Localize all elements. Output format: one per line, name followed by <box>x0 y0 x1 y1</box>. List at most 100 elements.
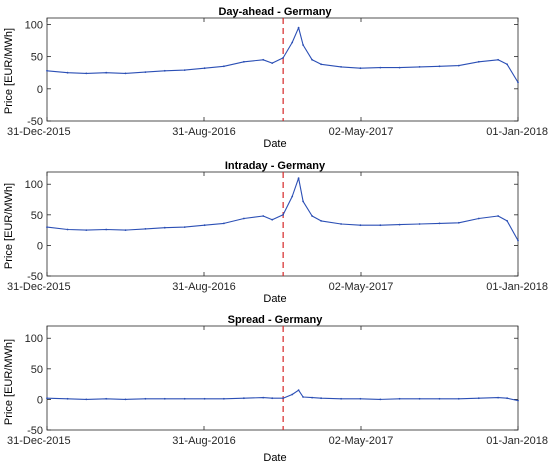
data-point <box>183 397 186 400</box>
data-point <box>311 215 313 217</box>
data-point <box>517 239 519 242</box>
data-point <box>506 63 508 66</box>
data-point <box>497 396 499 399</box>
x-axis-label: Date <box>263 138 286 150</box>
plot-area: -50 0 50 100 31-Dec-2015 31-Aug-2016 02-May-20… <box>7 325 548 447</box>
panel-intraday: Intraday - Germany -50 0 50 100 31-Dec-2015 3… <box>3 160 548 305</box>
data-point <box>497 58 499 61</box>
x-tick-label: 31-Dec-2015 <box>7 126 71 138</box>
axes-frame <box>46 17 519 122</box>
data-point <box>359 67 362 70</box>
y-tick-label: 50 <box>31 210 43 222</box>
data-point <box>282 57 284 59</box>
data-point <box>340 223 342 225</box>
data-point <box>282 397 284 400</box>
axes-frame <box>46 325 519 431</box>
data-point <box>124 229 127 232</box>
data-point <box>243 60 245 63</box>
data-point <box>85 398 88 401</box>
data-point <box>291 41 294 44</box>
data-point <box>302 200 304 203</box>
data-point <box>262 58 265 61</box>
data-point <box>291 393 294 396</box>
data-point <box>66 71 69 74</box>
data-point <box>311 396 313 399</box>
data-point <box>291 195 294 198</box>
y-axis-label: Price [EUR/MWh] <box>3 28 15 114</box>
data-point <box>203 67 206 70</box>
x-tick-label: 02-May-2017 <box>329 435 394 447</box>
data-point <box>46 69 48 72</box>
data-point <box>340 397 342 400</box>
y-axis-label: Price [EUR/MWh] <box>3 183 15 269</box>
data-point <box>297 177 300 180</box>
x-tick-label: 02-May-2017 <box>329 281 394 293</box>
data-point <box>262 215 265 217</box>
data-point <box>105 71 108 74</box>
data-point <box>311 58 313 61</box>
data-point <box>183 226 186 229</box>
y-tick-label: -50 <box>27 425 43 437</box>
data-point <box>124 398 127 401</box>
y-tick-label: 0 <box>37 240 43 252</box>
y-tick-label: 100 <box>25 333 43 345</box>
data-point <box>163 397 166 400</box>
data-point <box>457 64 460 67</box>
data-point <box>457 397 460 400</box>
data-point <box>497 215 499 217</box>
data-point <box>517 399 519 402</box>
data-point <box>243 397 245 400</box>
x-tick-label: 31-Dec-2015 <box>7 435 71 447</box>
data-point <box>398 397 401 400</box>
x-tick-label: 31-Dec-2015 <box>7 281 71 293</box>
data-point <box>85 229 88 232</box>
data-point <box>271 62 274 64</box>
y-tick-label: 0 <box>37 394 43 406</box>
y-axis-label: Price [EUR/MWh] <box>3 339 15 425</box>
data-point <box>243 217 245 220</box>
data-point <box>66 228 69 231</box>
data-point <box>262 396 265 399</box>
data-point <box>418 66 421 68</box>
plot-area: -50 0 50 100 31-Dec-2015 31-Aug-2016 02-May-20… <box>7 171 548 293</box>
chart-title: Intraday - Germany <box>225 160 326 172</box>
data-point <box>438 65 441 68</box>
data-point <box>438 222 441 225</box>
data-point <box>340 66 342 68</box>
data-point <box>506 220 508 222</box>
data-point <box>477 397 480 400</box>
y-tick-label: -50 <box>27 116 43 128</box>
data-point <box>105 397 108 400</box>
x-tick-label: 02-May-2017 <box>329 126 394 138</box>
data-point <box>457 221 460 224</box>
data-point <box>105 228 108 231</box>
x-tick-label: 31-Aug-2016 <box>172 435 236 447</box>
data-point <box>320 397 322 400</box>
y-tick-label: 50 <box>31 52 43 64</box>
data-point <box>359 397 362 400</box>
data-point <box>398 223 401 226</box>
data-point <box>302 396 304 398</box>
panel-day-ahead: Day-ahead - Germany -50 0 50 100 31-Dec-2015… <box>3 6 548 150</box>
y-tick-label: 100 <box>25 19 43 31</box>
data-point <box>163 69 166 72</box>
data-point <box>398 66 401 69</box>
data-point <box>223 222 225 225</box>
chart-title: Spread - Germany <box>228 314 324 326</box>
data-point <box>183 69 186 71</box>
data-point <box>506 397 508 400</box>
data-point <box>144 71 147 73</box>
data-point <box>271 397 274 400</box>
plot-area: -50 0 50 100 31-Dec-2015 31-Aug-2016 02-May-20… <box>7 17 548 138</box>
y-tick-label: 50 <box>31 364 43 376</box>
data-point <box>379 66 382 69</box>
series-line <box>46 389 519 402</box>
x-axis-label: Date <box>263 293 286 305</box>
x-tick-label: 31-Aug-2016 <box>172 281 236 293</box>
data-point <box>320 63 322 66</box>
data-point <box>517 81 519 84</box>
data-point <box>297 389 300 392</box>
data-point <box>477 217 480 220</box>
data-point <box>144 228 147 230</box>
